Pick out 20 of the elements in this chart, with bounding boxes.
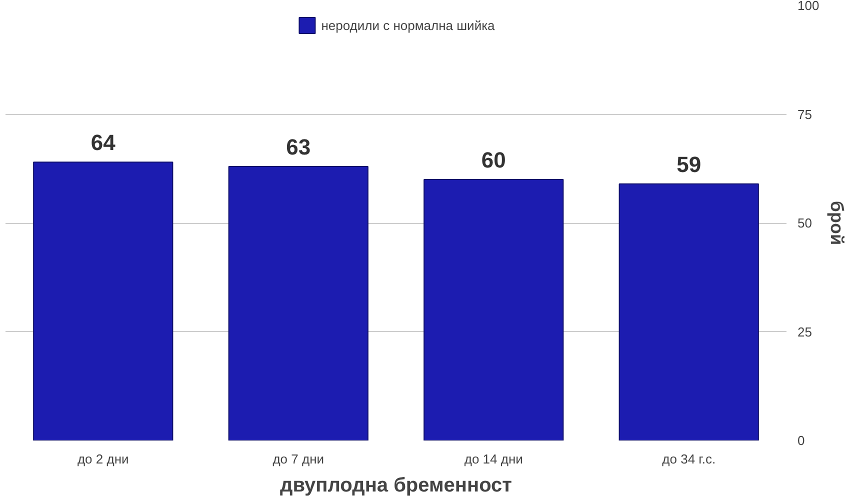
data-label: 63	[286, 134, 311, 160]
y-tick-label: 0	[798, 433, 805, 448]
bar	[424, 179, 564, 440]
x-tick-label: до 34 г.с.	[662, 452, 716, 466]
bar	[228, 166, 368, 440]
x-tick-label: до 7 дни	[272, 452, 324, 466]
bar	[618, 183, 759, 440]
x-tick-label: до 2 дни	[77, 452, 129, 466]
data-label: 60	[481, 148, 506, 172]
y-tick-label: 50	[798, 216, 812, 230]
y-tick-label: 100	[798, 0, 820, 13]
data-label: 64	[90, 130, 116, 156]
y-tick-label: 75	[798, 106, 812, 122]
y-tick-label: 25	[798, 324, 812, 340]
y-axis-title: брой	[827, 200, 848, 246]
legend-label: неродили с нормална шийка	[321, 18, 495, 32]
bar	[33, 162, 174, 440]
x-tick-label: до 14 дни	[464, 452, 523, 466]
data-label: 59	[676, 152, 702, 177]
x-axis-title: двуплодна бременност	[280, 474, 512, 496]
